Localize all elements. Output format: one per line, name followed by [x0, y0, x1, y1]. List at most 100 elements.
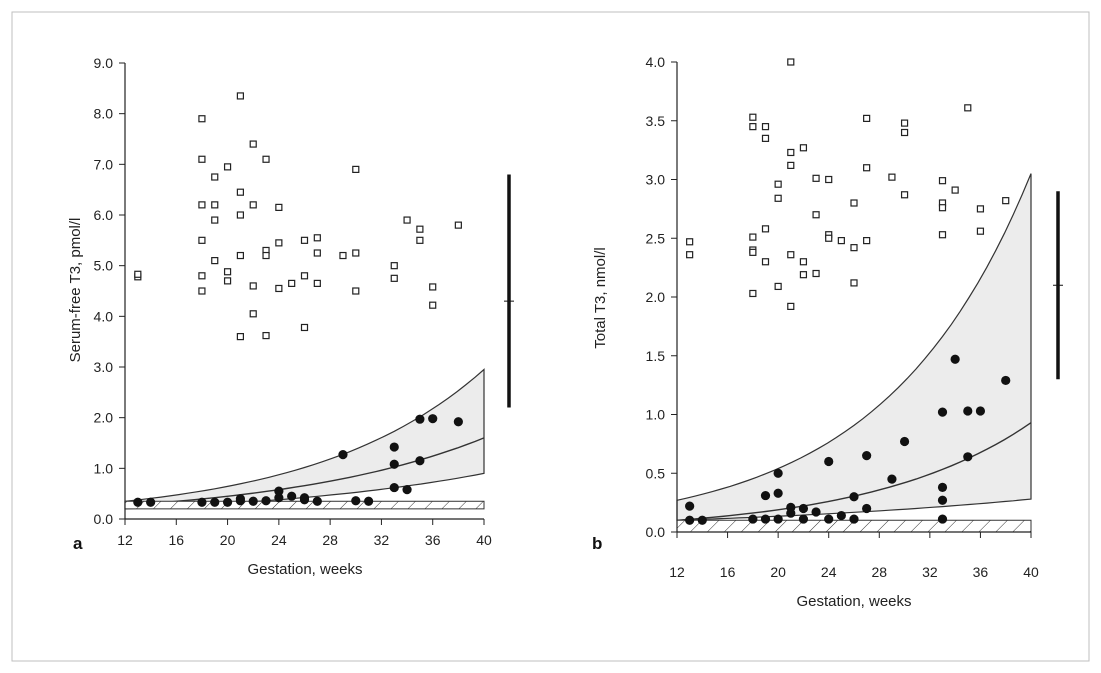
panel-a-open-square-point	[223, 163, 232, 171]
panel-b-filled-circle-point	[824, 514, 834, 524]
panel-a-filled-circle-point	[299, 493, 310, 503]
panel-a-open-square-point	[313, 234, 321, 242]
panel-b: b Gestation, weeks Total T3, nmol/l 0.0 0…	[592, 54, 1063, 610]
panel-a-open-square-point	[236, 188, 244, 196]
panel-a-open-square-point	[211, 173, 219, 181]
panel-b-open-square-point	[863, 237, 871, 245]
panel-a-open-square-point	[403, 216, 411, 224]
panel-a-filled-circle-point	[389, 442, 399, 452]
panel-b-filled-circle-point	[937, 407, 948, 417]
panel-a-open-square-point	[236, 211, 244, 219]
panel-b-open-square-point	[799, 258, 808, 266]
panel-b-open-square-point	[850, 244, 858, 252]
panel-b-letter: b	[592, 534, 602, 553]
panel-b-open-square-point	[1002, 197, 1010, 205]
panel-a-y-tick-label: 5.0	[94, 258, 114, 274]
panel-a-open-square-point	[223, 277, 232, 285]
panel-a-open-square-point	[211, 257, 219, 265]
panel-a-mean-curve	[124, 437, 485, 506]
panel-b-open-square-point	[787, 58, 795, 66]
panel-a-open-square-point	[429, 283, 437, 291]
panel-a-filled-circle-point	[133, 497, 143, 507]
panel-b-y-tick-label: 1.0	[646, 407, 666, 423]
panel-b-filled-circle-point	[849, 514, 859, 524]
panel-b-open-square-point	[900, 191, 909, 199]
panel-a-y-tick-label: 1.0	[94, 460, 114, 476]
panel-a: a Gestation, weeks Serum-free T3, pmol/l…	[67, 55, 514, 578]
panel-a-filled-circle-point	[210, 497, 220, 507]
panel-a-filled-circle-point	[222, 497, 233, 507]
panel-b-open-square-point	[787, 302, 795, 310]
panel-a-filled-circle-point	[287, 491, 297, 501]
panel-a-open-square-point	[313, 279, 321, 287]
panel-b-open-square-point	[761, 123, 770, 131]
panel-b-y-tick-label: 3.5	[646, 113, 666, 129]
panel-b-open-square-point	[812, 269, 820, 278]
panel-a-x-tick-label: 16	[168, 532, 184, 548]
panel-b-open-square-point	[976, 205, 985, 213]
panel-a-filled-circle-point	[248, 496, 258, 506]
panel-b-open-square-point	[863, 114, 871, 123]
panel-a-envelope-band	[124, 368, 485, 510]
panel-b-filled-circle-point	[937, 482, 948, 492]
panel-a-y-tick-label: 3.0	[94, 359, 114, 375]
panel-b-x-tick-label: 12	[669, 564, 685, 580]
panel-b-filled-circle-point	[773, 488, 783, 498]
panel-b-open-square-point	[850, 199, 858, 207]
panel-a-open-square-point	[211, 201, 219, 209]
panel-a-open-square-point	[454, 221, 462, 229]
panel-a-filled-circle-point	[389, 459, 399, 469]
panel-b-open-square-point	[774, 180, 782, 188]
panel-a-open-square-point	[236, 92, 244, 100]
panel-b-open-square-point	[761, 134, 770, 142]
panel-a-open-square-point	[262, 251, 270, 260]
panel-a-open-square-point	[249, 310, 257, 318]
panel-b-open-square-point	[825, 175, 833, 184]
panel-a-open-square-point	[249, 282, 257, 290]
panel-b-filled-circle-point	[773, 514, 783, 524]
panel-a-open-square-point	[262, 155, 270, 163]
panel-b-open-square-point	[812, 174, 820, 182]
panel-a-filled-circle-point	[274, 486, 284, 496]
panel-a-open-square-point	[275, 239, 283, 247]
panel-b-filled-circle-point	[798, 514, 809, 524]
panel-a-x-tick-label: 32	[374, 532, 390, 548]
panel-a-letter: a	[73, 534, 83, 553]
panel-a-open-square-point	[390, 262, 398, 270]
panel-a-open-square-point	[198, 236, 206, 244]
panel-b-x-tick-label: 40	[1023, 564, 1039, 580]
panel-b-open-square-point	[850, 279, 858, 287]
panel-b-open-square-point	[761, 225, 770, 233]
panel-a-open-square-point	[352, 287, 360, 295]
panel-a-open-square-point	[300, 323, 309, 332]
panel-a-open-square-point	[300, 236, 309, 244]
panel-b-open-square-point	[749, 123, 757, 131]
panel-b-filled-circle-point	[862, 503, 872, 514]
panel-a-open-square-point	[198, 115, 206, 123]
panel-a-open-square-point	[223, 268, 232, 276]
panel-b-filled-circle-point	[824, 456, 834, 467]
panel-a-y-tick-label: 8.0	[94, 106, 114, 122]
panel-b-x-tick-label: 28	[871, 564, 887, 580]
panel-b-filled-circle-point	[899, 436, 910, 447]
panel-b-open-square-point	[787, 148, 795, 157]
panel-b-filled-circle-point	[685, 501, 695, 511]
panel-b-filled-circle-point	[849, 492, 859, 502]
panel-a-open-square-point	[390, 274, 398, 282]
panel-b-x-tick-label: 16	[720, 564, 736, 580]
panel-a-filled-circle-point	[338, 450, 348, 460]
panel-b-x-tick-label: 20	[770, 564, 786, 580]
panel-a-open-square-point	[275, 284, 283, 293]
panel-a-open-square-point	[339, 251, 347, 260]
panel-b-open-square-point	[761, 258, 770, 266]
panel-a-open-square-point	[249, 201, 257, 209]
panel-b-open-square-point	[774, 194, 782, 202]
panel-b-open-square-point	[686, 251, 694, 259]
panel-a-y-axis-title: Serum-free T3, pmol/l	[67, 218, 84, 363]
panel-b-open-square-point	[938, 204, 947, 212]
panel-a-filled-circle-point	[312, 496, 322, 506]
panel-b-filled-circle-point	[862, 451, 872, 461]
panel-a-open-square-point	[211, 216, 219, 224]
